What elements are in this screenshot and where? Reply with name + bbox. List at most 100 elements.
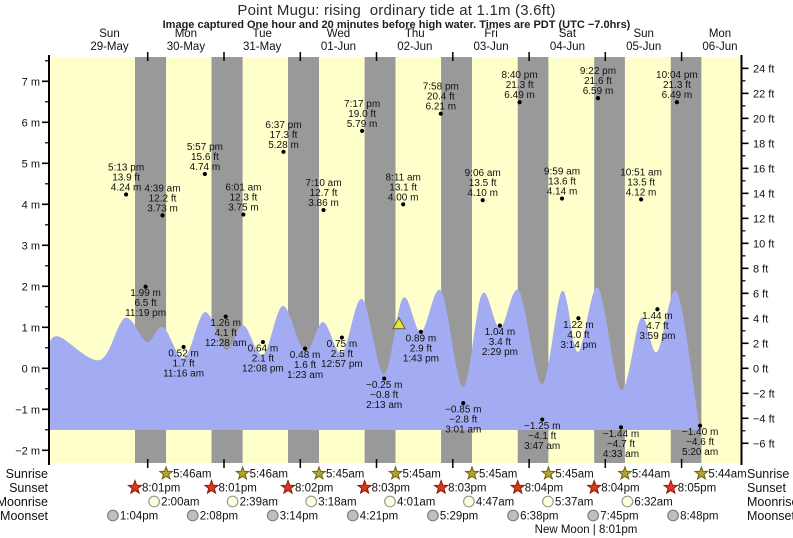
tide-event-label: 1:43 pm	[403, 353, 439, 364]
tide-event-dot	[401, 202, 406, 207]
tide-event	[698, 423, 703, 428]
astro-time: 5:46am	[250, 469, 288, 481]
tide-event-label: 1.04 m	[485, 327, 516, 338]
tide-event-dot	[303, 346, 308, 351]
tide-event-label: 7:17 pm	[344, 99, 380, 110]
chart-title: Point Mugu: rising ordinary tide at 1.1m…	[237, 2, 556, 19]
tide-event-label: 3:01 am	[445, 425, 481, 436]
day-date-label: 30-May	[167, 41, 206, 53]
day-date-label: 06-Jun	[702, 41, 737, 53]
new-moon-note: New Moon | 8:01pm	[535, 524, 638, 536]
astro-time: 3:14pm	[280, 511, 318, 523]
astro-event	[384, 495, 396, 508]
tide-event-label: 1.26 m	[210, 318, 241, 329]
tide-event	[223, 314, 228, 319]
right-axis-label: 14 ft	[753, 188, 774, 200]
tide-event-dot	[241, 212, 246, 217]
tide-event-dot	[360, 128, 365, 134]
sunrise-star-icon	[234, 465, 251, 480]
astro-row-label-right: Moonset	[747, 509, 793, 523]
tide-event-label: 4.0 ft	[567, 330, 589, 341]
tide-event-dot	[698, 423, 703, 428]
tide-event-label: 0.75 m	[327, 339, 358, 350]
tide-event	[559, 196, 565, 201]
tide-event-label: 2.5 ft	[331, 349, 353, 360]
tide-event-dot	[559, 196, 565, 201]
tide-event-label: 12:57 pm	[321, 359, 363, 370]
tide-event	[202, 171, 207, 177]
tide-event-dot	[181, 344, 186, 350]
sunset-star-icon	[509, 479, 526, 495]
tide-event-label: −0.8 ft	[370, 390, 398, 401]
tide-event-label: 1.99 m	[130, 288, 161, 299]
astro-event	[280, 479, 296, 495]
tide-event-label: 5:57 pm	[187, 142, 223, 153]
tide-event-label: 3.73 m	[147, 203, 178, 214]
sunset-star-icon	[662, 479, 679, 495]
astro-time: 8:04pm	[601, 483, 639, 495]
astro-time: 8:02pm	[295, 483, 333, 495]
right-axis-label: 16 ft	[753, 163, 774, 175]
astro-event	[266, 509, 279, 522]
right-axis-label: −4 ft	[753, 413, 775, 425]
tide-event-label: 0.48 m	[290, 350, 321, 361]
astro-row-label-left: Moonset	[0, 509, 48, 523]
astro-event	[542, 495, 554, 508]
left-axis-label: −1 m	[15, 404, 40, 416]
tide-event-label: 6:01 am	[225, 183, 261, 194]
tide-event-label: 4.1 ft	[215, 328, 237, 339]
astro-event	[226, 495, 239, 508]
tide-event-label: 4:39 am	[144, 183, 180, 194]
astro-time: 8:01pm	[142, 483, 180, 495]
tide-event-dot	[674, 100, 680, 105]
tide-event-dot	[517, 100, 522, 105]
moonset-circle-icon	[507, 509, 519, 522]
tide-event-label: 0.64 m	[248, 344, 279, 355]
tide-event-label: 21.6 ft	[584, 76, 612, 87]
astro-event	[346, 509, 359, 522]
tide-event-label: 8:40 pm	[502, 70, 538, 81]
astro-event	[356, 479, 373, 495]
tide-event-label: 6:37 pm	[265, 120, 301, 131]
astro-time: 5:45am	[555, 469, 593, 481]
astro-event	[387, 465, 404, 480]
astro-time: 4:01am	[397, 497, 435, 509]
tide-event-label: 3.4 ft	[489, 337, 511, 348]
tide-event-label: 1.22 m	[563, 320, 594, 331]
tide-event-label: 4.10 m	[467, 188, 498, 199]
moonset-circle-icon	[266, 509, 279, 522]
moonset-circle-icon	[106, 509, 119, 522]
tide-event	[540, 417, 545, 422]
moonset-circle-icon	[427, 509, 439, 522]
astro-row-label-right: Sunset	[747, 481, 786, 495]
day-name-label: Sun	[99, 28, 119, 40]
astro-time: 8:48pm	[680, 511, 718, 523]
astro-event	[617, 465, 633, 480]
tide-event-label: 4.24 m	[111, 182, 142, 193]
day-name-label: Sun	[633, 28, 653, 40]
tide-event-dot	[480, 198, 485, 203]
tide-event-dot	[143, 284, 148, 289]
tide-event-label: 4.7 ft	[646, 321, 668, 332]
tide-event	[360, 128, 365, 134]
sunrise-star-icon	[693, 465, 710, 480]
tide-event	[418, 329, 423, 334]
tide-event	[124, 192, 129, 197]
tide-event	[480, 198, 485, 203]
day-name-label: Wed	[327, 28, 350, 40]
astro-time: 5:45am	[326, 469, 364, 481]
left-axis-label: 7 m	[22, 76, 40, 88]
right-axis-label: 8 ft	[753, 263, 768, 275]
right-axis-label: −6 ft	[753, 438, 775, 450]
tide-curve	[49, 287, 699, 430]
sunset-star-icon	[356, 479, 373, 495]
tide-event-label: 21.3 ft	[506, 80, 534, 91]
tide-event-label: 3:14 pm	[560, 340, 596, 351]
tide-event	[181, 344, 186, 350]
astro-event	[587, 509, 600, 522]
astro-time: 2:08pm	[200, 511, 238, 523]
astro-event	[586, 479, 603, 495]
astro-time: 5:29pm	[440, 511, 478, 523]
astro-time: 5:45am	[403, 469, 441, 481]
right-axis-label: 12 ft	[753, 213, 774, 225]
